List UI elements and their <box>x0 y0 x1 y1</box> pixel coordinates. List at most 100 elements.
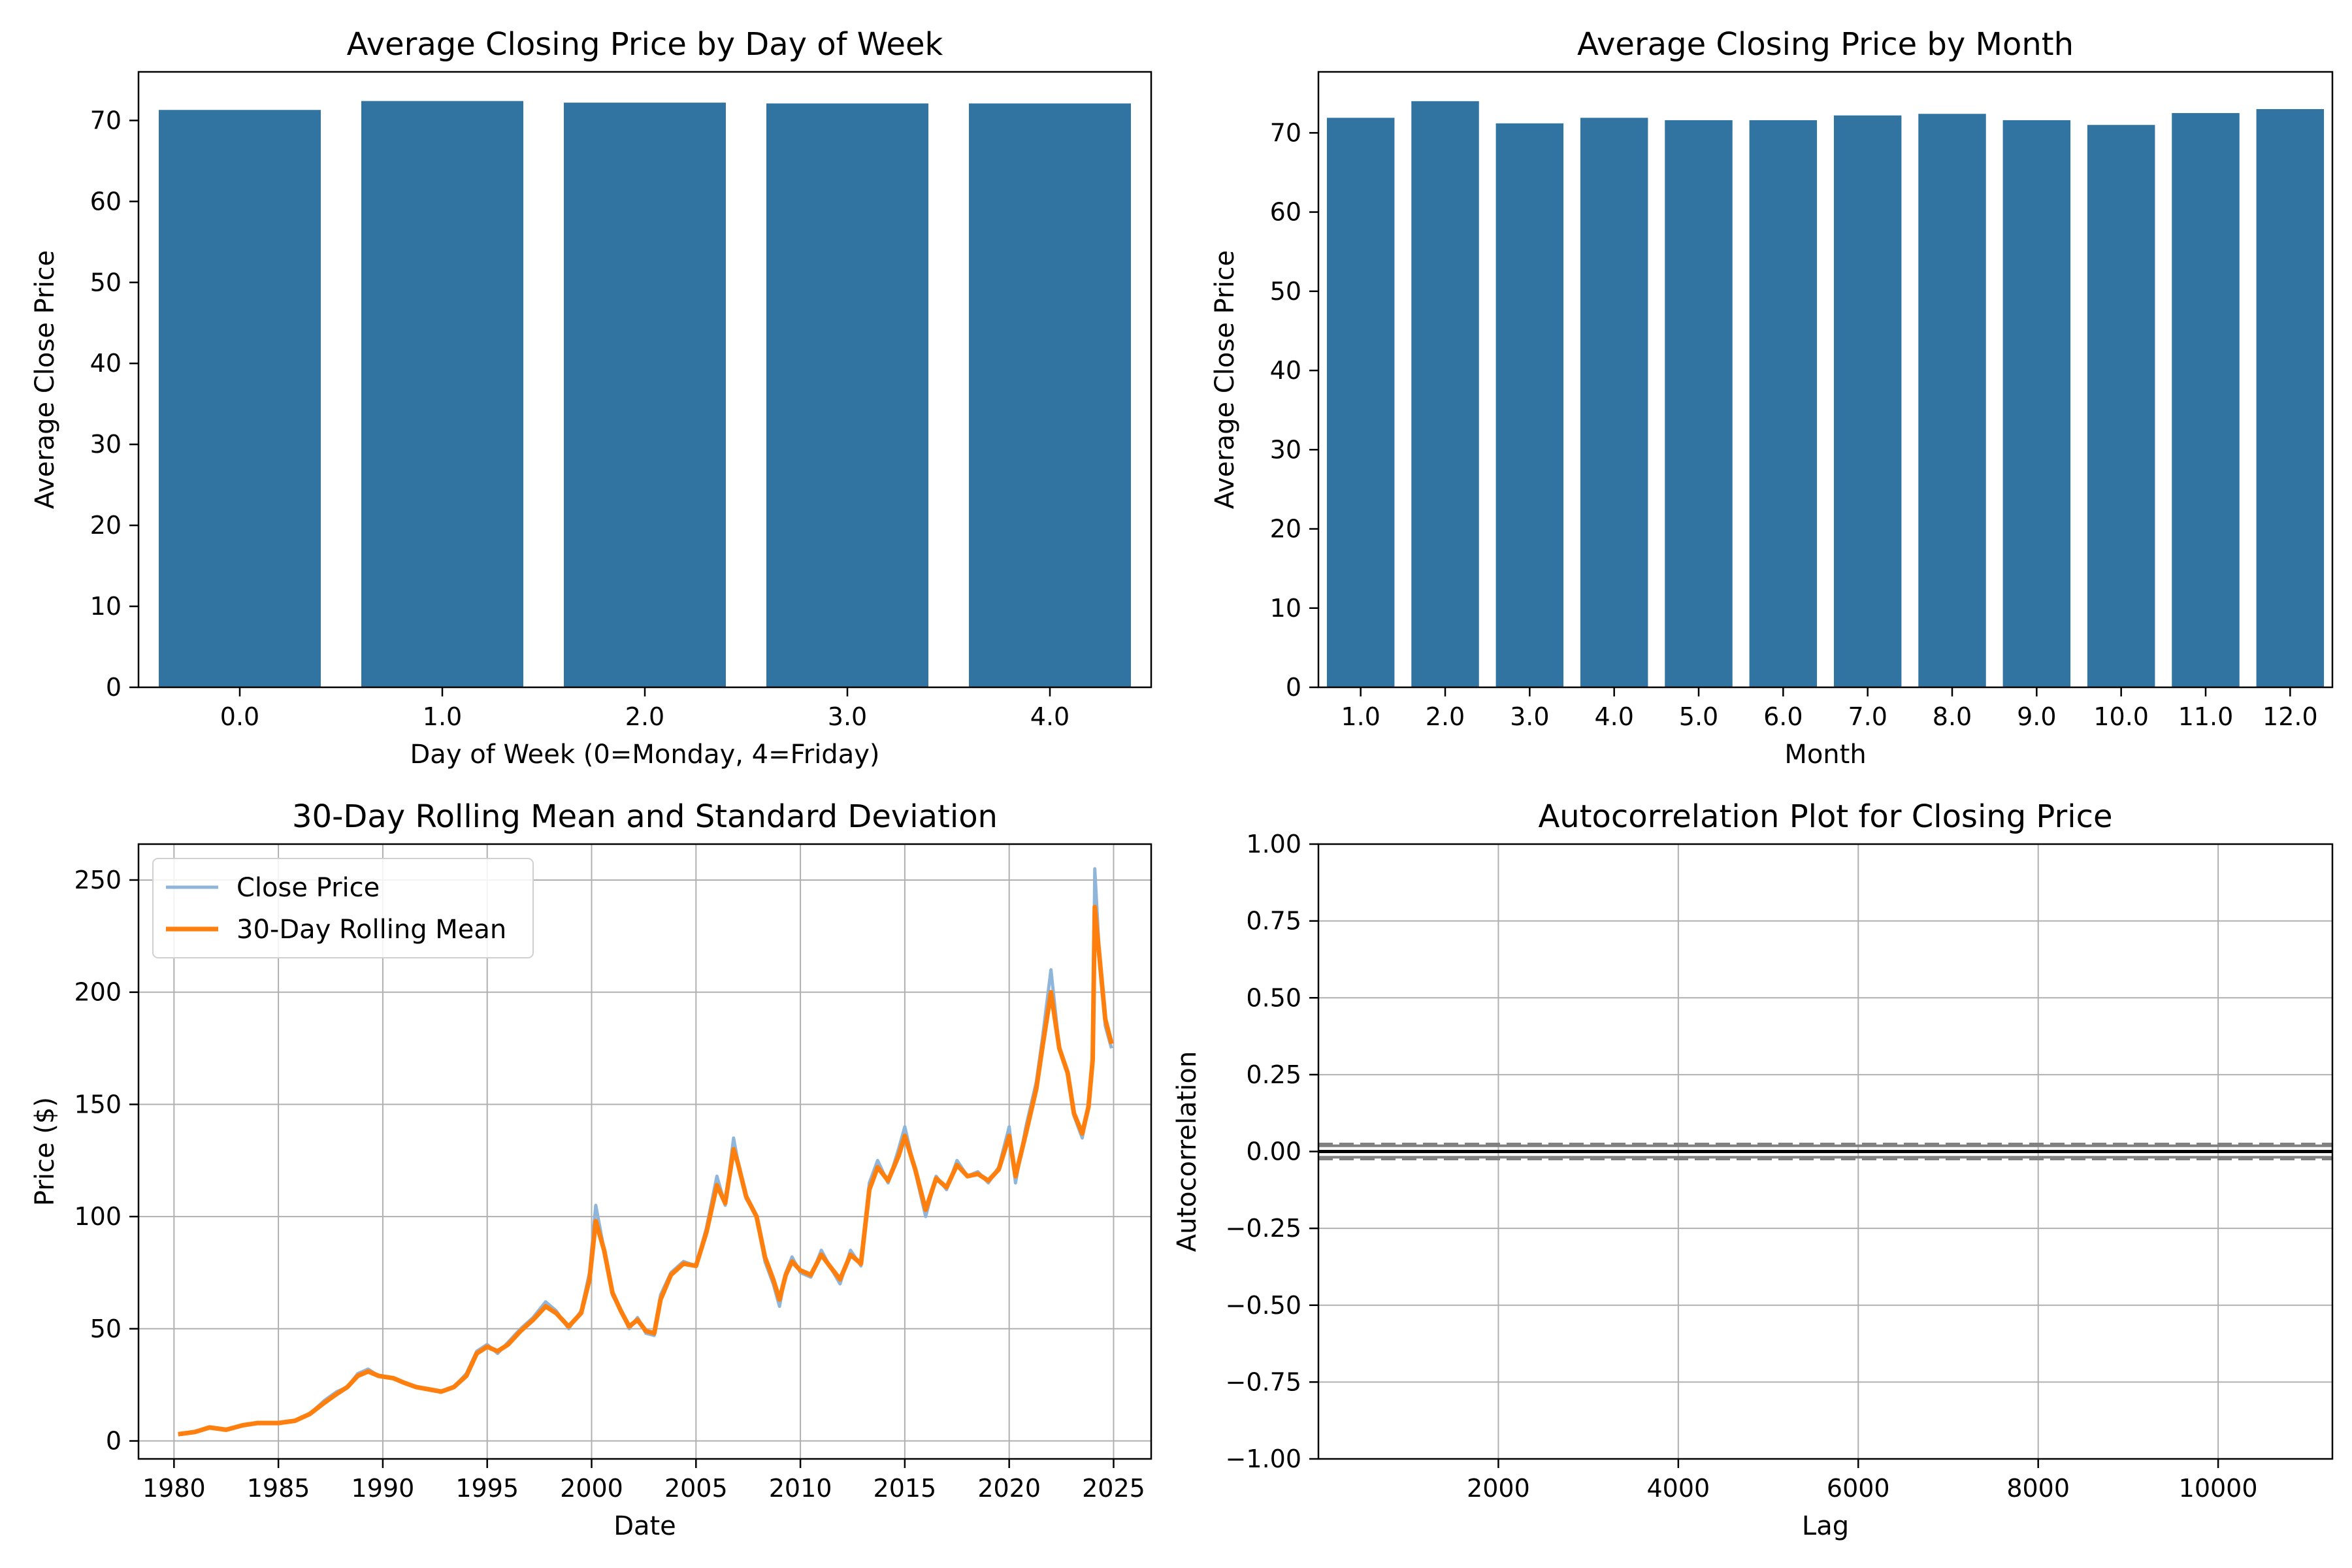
series-line-2 <box>178 904 1114 1437</box>
y-axis: 0 50 100 150 200 250 <box>74 866 139 1456</box>
x-tick-label: 2.0 <box>1426 702 1465 731</box>
x-tick-label: 3.0 <box>1510 702 1549 731</box>
y-tick-label: 10 <box>1270 594 1301 623</box>
y-axis-label: Autocorrelation <box>1172 1051 1202 1252</box>
x-tick-label: 9.0 <box>2017 702 2056 731</box>
y-tick-label: 20 <box>90 511 122 540</box>
bar <box>2087 125 2155 688</box>
y-tick-label: 1.00 <box>1246 830 1301 858</box>
y-axis-label: Price ($) <box>30 1097 60 1206</box>
x-tick-label: 4.0 <box>1594 702 1633 731</box>
x-tick-label: 1980 <box>142 1474 206 1503</box>
subplot-3: 1980 1985 1990 1995 2000 2005 2010 2015 2020 2025… <box>30 798 1152 1541</box>
x-axis-label: Day of Week (0=Monday, 4=Friday) <box>410 740 880 770</box>
y-tick-label: −1.00 <box>1226 1445 1301 1473</box>
axes-frame <box>1317 71 2334 689</box>
bar <box>1326 118 1395 688</box>
bars <box>1326 101 2325 688</box>
plot-area <box>1318 72 2332 687</box>
y-tick-label: 150 <box>74 1090 122 1119</box>
x-axis: 1.0 2.0 3.0 4.0 5.0 6.0 7.0 8.0 9.0 10.0 11.0 12.0 <box>1341 687 2318 731</box>
chart-title: Average Closing Price by Month <box>1577 26 2074 63</box>
y-tick-label: 0.25 <box>1246 1060 1301 1089</box>
x-tick-label: 6.0 <box>1763 702 1803 731</box>
x-tick-label: 2000 <box>1467 1474 1530 1503</box>
y-axis: 0 10 20 30 40 50 60 70 <box>90 106 139 702</box>
subplot-2: 1.0 2.0 3.0 4.0 5.0 6.0 7.0 8.0 9.0 10.0 11.0 12.0 0… <box>1210 26 2334 770</box>
chart-title: Autocorrelation Plot for Closing Price <box>1538 798 2112 835</box>
x-tick-label: 1990 <box>351 1474 415 1503</box>
chart-title: 30-Day Rolling Mean and Standard Deviati… <box>292 798 998 835</box>
bar <box>1833 115 1902 687</box>
subplot-1: 0.0 1.0 2.0 3.0 4.0 0 10 20 30 40 50 60 70 Day of Wee… <box>30 26 1152 770</box>
y-tick-label: 0.00 <box>1246 1137 1301 1166</box>
y-tick-label: 70 <box>1270 118 1301 147</box>
x-axis-label: Lag <box>1802 1511 1849 1541</box>
x-tick-label: 10.0 <box>2093 702 2149 731</box>
x-tick-label: 4000 <box>1646 1474 1710 1503</box>
x-tick-label: 0.0 <box>220 702 259 731</box>
y-axis: 0 10 20 30 40 50 60 70 <box>1270 118 1318 702</box>
y-tick-label: 50 <box>1270 277 1301 306</box>
x-tick-label: 8000 <box>2006 1474 2070 1503</box>
x-tick-label: 8.0 <box>1933 702 1972 731</box>
y-tick-label: 200 <box>74 978 122 1007</box>
x-tick-label: 2015 <box>874 1474 937 1503</box>
y-tick-label: 60 <box>90 187 122 216</box>
bar <box>564 103 726 688</box>
bar <box>159 110 321 688</box>
bar <box>969 103 1131 687</box>
x-axis-label: Month <box>1784 740 1866 770</box>
bar <box>1495 123 1564 687</box>
legend-box <box>152 858 534 958</box>
x-tick-label: 2020 <box>977 1474 1041 1503</box>
bar <box>2256 108 2325 687</box>
x-tick-label: 11.0 <box>2178 702 2234 731</box>
y-tick-label: 0 <box>106 1427 122 1456</box>
y-tick-label: −0.50 <box>1226 1291 1301 1320</box>
x-axis-label: Date <box>613 1511 676 1541</box>
x-tick-label: 3.0 <box>828 702 867 731</box>
y-tick-label: −0.25 <box>1226 1214 1301 1243</box>
bar <box>2172 113 2240 687</box>
x-tick-label: 4.0 <box>1030 702 1070 731</box>
x-tick-label: 5.0 <box>1679 702 1718 731</box>
bar <box>361 101 523 688</box>
x-axis: 2000 4000 6000 8000 10000 <box>1467 1459 2258 1503</box>
y-tick-label: 0.50 <box>1246 983 1301 1012</box>
y-tick-label: 70 <box>90 106 122 135</box>
x-tick-label: 10000 <box>2179 1474 2258 1503</box>
x-tick-label: 2005 <box>664 1474 728 1503</box>
subplot-4: 2000 4000 6000 8000 10000 −1.00 −0.75 −0.50 −0.2… <box>1172 798 2334 1541</box>
y-axis: −1.00 −0.75 −0.50 −0.25 0.00 0.25 0.50 0.75 1.00 <box>1226 830 1318 1473</box>
y-tick-label: 60 <box>1270 198 1301 227</box>
y-axis-label: Average Close Price <box>1210 250 1240 509</box>
x-tick-label: 1.0 <box>423 702 462 731</box>
legend: Close Price 30-Day Rolling Mean <box>152 858 534 958</box>
x-tick-label: 7.0 <box>1848 702 1887 731</box>
x-axis: 0.0 1.0 2.0 3.0 4.0 <box>220 687 1070 731</box>
x-tick-label: 2025 <box>1082 1474 1145 1503</box>
y-tick-label: 20 <box>1270 515 1301 544</box>
bar <box>1918 114 1986 687</box>
y-tick-label: 40 <box>1270 356 1301 385</box>
bar <box>766 103 928 687</box>
y-tick-label: 50 <box>90 268 122 297</box>
bars <box>159 101 1131 688</box>
axes-frame <box>137 843 1152 1460</box>
reference-lines <box>1318 1143 2332 1160</box>
y-tick-label: 0 <box>1286 673 1301 702</box>
y-tick-label: 250 <box>74 866 122 894</box>
x-tick-label: 2000 <box>560 1474 623 1503</box>
y-tick-label: 30 <box>90 430 122 459</box>
x-tick-label: 1.0 <box>1341 702 1380 731</box>
y-tick-label: 0.75 <box>1246 907 1301 936</box>
x-tick-label: 2.0 <box>625 702 664 731</box>
y-tick-label: 30 <box>1270 435 1301 464</box>
y-tick-label: 50 <box>90 1315 122 1343</box>
y-tick-label: 0 <box>106 673 122 702</box>
x-tick-label: 12.0 <box>2262 702 2318 731</box>
bar <box>1749 120 1818 687</box>
y-tick-label: 10 <box>90 592 122 621</box>
bar <box>1665 120 1733 687</box>
